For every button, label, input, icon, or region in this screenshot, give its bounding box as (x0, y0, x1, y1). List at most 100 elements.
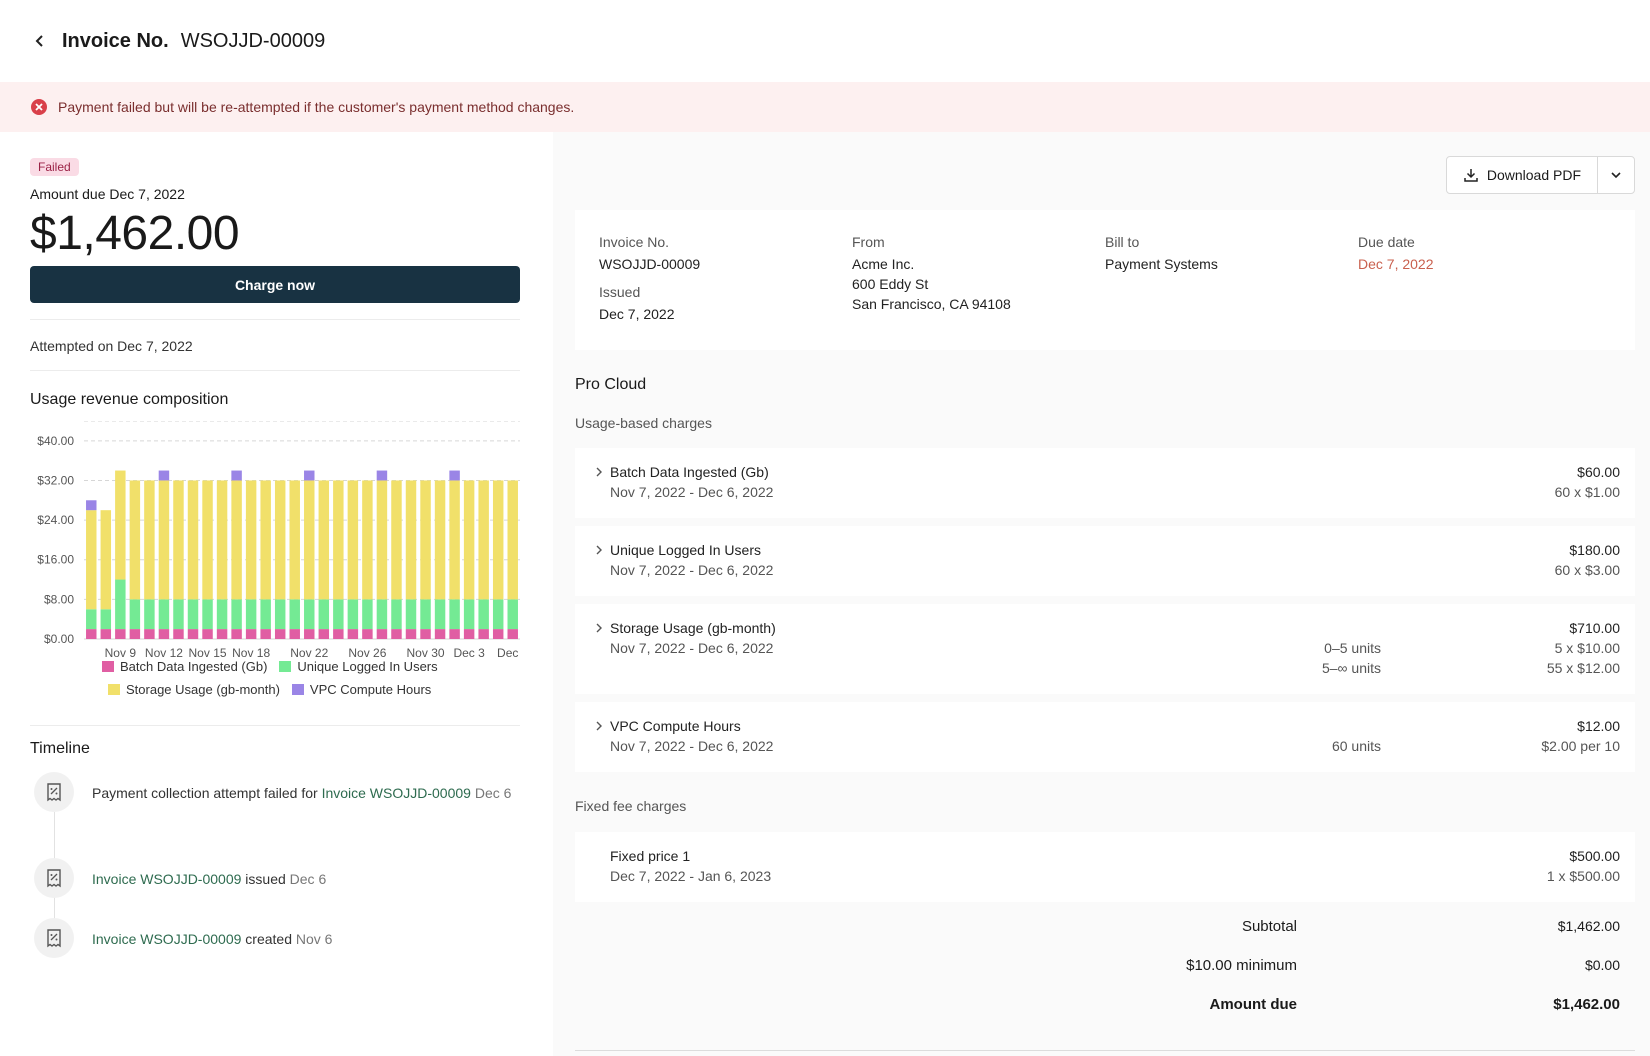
bar-segment[interactable] (144, 599, 155, 630)
download-options-dropdown[interactable] (1598, 157, 1634, 193)
invoice-link[interactable]: Invoice WSOJJD-00009 (92, 871, 242, 887)
bar-segment[interactable] (158, 629, 170, 639)
bar-segment[interactable] (158, 470, 170, 481)
bar-segment[interactable] (405, 480, 417, 600)
bar-segment[interactable] (463, 629, 475, 639)
bar-segment[interactable] (231, 599, 242, 630)
bar-segment[interactable] (187, 480, 199, 600)
bar-segment[interactable] (376, 599, 388, 630)
bar-segment[interactable] (492, 480, 504, 600)
bar-segment[interactable] (115, 629, 126, 639)
bar-segment[interactable] (86, 609, 97, 630)
bar-segment[interactable] (376, 470, 388, 481)
bar-segment[interactable] (449, 629, 460, 639)
bar-segment[interactable] (449, 470, 460, 481)
bar-segment[interactable] (158, 599, 170, 630)
legend-item[interactable]: Batch Data Ingested (Gb) (102, 659, 267, 674)
bar-segment[interactable] (376, 629, 388, 639)
bill-to-link[interactable]: Payment Systems (1105, 256, 1218, 272)
bar-segment[interactable] (434, 480, 446, 600)
bar-segment[interactable] (405, 629, 417, 639)
bar-segment[interactable] (420, 480, 431, 600)
legend-item[interactable]: VPC Compute Hours (291, 682, 431, 697)
chevron-right-icon[interactable] (593, 622, 605, 634)
bar-segment[interactable] (100, 609, 112, 630)
bar-segment[interactable] (362, 599, 373, 630)
bar-segment[interactable] (173, 629, 184, 639)
bar-segment[interactable] (391, 599, 402, 630)
bar-segment[interactable] (86, 629, 97, 639)
chevron-right-icon[interactable] (593, 544, 605, 556)
bar-segment[interactable] (289, 599, 300, 630)
bar-segment[interactable] (173, 599, 184, 630)
bar-segment[interactable] (289, 629, 300, 639)
bar-segment[interactable] (362, 480, 373, 600)
invoice-link[interactable]: Invoice WSOJJD-00009 (321, 785, 471, 801)
bar-segment[interactable] (115, 470, 126, 580)
bar-segment[interactable] (304, 599, 315, 630)
bar-segment[interactable] (187, 629, 199, 639)
bar-segment[interactable] (202, 480, 213, 600)
bar-segment[interactable] (144, 480, 155, 600)
bar-segment[interactable] (231, 480, 242, 600)
bar-segment[interactable] (507, 599, 518, 630)
bar-segment[interactable] (318, 599, 330, 630)
bar-segment[interactable] (333, 480, 344, 600)
legend-item[interactable]: Storage Usage (gb-month) (108, 682, 280, 697)
bar-segment[interactable] (434, 629, 446, 639)
chevron-right-icon[interactable] (593, 720, 605, 732)
legend-item[interactable]: Unique Logged In Users (279, 659, 438, 674)
bar-segment[interactable] (187, 599, 199, 630)
bar-segment[interactable] (478, 629, 489, 639)
bar-segment[interactable] (347, 480, 359, 600)
bar-segment[interactable] (231, 470, 242, 481)
bar-segment[interactable] (333, 599, 344, 630)
bar-segment[interactable] (202, 599, 213, 630)
bar-segment[interactable] (173, 480, 184, 600)
bar-segment[interactable] (100, 629, 112, 639)
bar-segment[interactable] (449, 599, 460, 630)
bar-segment[interactable] (376, 480, 388, 600)
bar-segment[interactable] (420, 629, 431, 639)
bar-segment[interactable] (216, 599, 228, 630)
bar-segment[interactable] (391, 480, 402, 600)
bar-segment[interactable] (333, 629, 344, 639)
bar-segment[interactable] (478, 599, 489, 630)
bar-segment[interactable] (434, 599, 446, 630)
bar-segment[interactable] (245, 480, 257, 600)
bar-segment[interactable] (478, 480, 489, 600)
bar-segment[interactable] (129, 629, 141, 639)
bar-segment[interactable] (245, 629, 257, 639)
charge-now-button[interactable]: Charge now (30, 266, 520, 303)
back-button[interactable] (30, 31, 50, 51)
bar-segment[interactable] (420, 599, 431, 630)
download-pdf-button[interactable]: Download PDF (1447, 157, 1598, 193)
bar-segment[interactable] (318, 629, 330, 639)
bar-segment[interactable] (304, 470, 315, 481)
invoice-link[interactable]: Invoice WSOJJD-00009 (92, 931, 242, 947)
bar-segment[interactable] (260, 599, 271, 630)
bar-segment[interactable] (202, 629, 213, 639)
bar-segment[interactable] (463, 599, 475, 630)
bar-segment[interactable] (492, 599, 504, 630)
bar-segment[interactable] (318, 480, 330, 600)
bar-segment[interactable] (216, 629, 228, 639)
bar-segment[interactable] (463, 480, 475, 600)
bar-segment[interactable] (347, 599, 359, 630)
bar-segment[interactable] (304, 480, 315, 600)
bar-segment[interactable] (86, 500, 97, 511)
bar-segment[interactable] (231, 629, 242, 639)
bar-segment[interactable] (507, 629, 518, 639)
chevron-right-icon[interactable] (593, 466, 605, 478)
bar-segment[interactable] (507, 480, 518, 600)
bar-segment[interactable] (274, 629, 286, 639)
bar-segment[interactable] (274, 599, 286, 630)
bar-segment[interactable] (304, 629, 315, 639)
bar-segment[interactable] (245, 599, 257, 630)
bar-segment[interactable] (492, 629, 504, 639)
bar-segment[interactable] (129, 480, 141, 600)
bar-segment[interactable] (86, 510, 97, 610)
bar-segment[interactable] (391, 629, 402, 639)
bar-segment[interactable] (129, 599, 141, 630)
bar-segment[interactable] (362, 629, 373, 639)
